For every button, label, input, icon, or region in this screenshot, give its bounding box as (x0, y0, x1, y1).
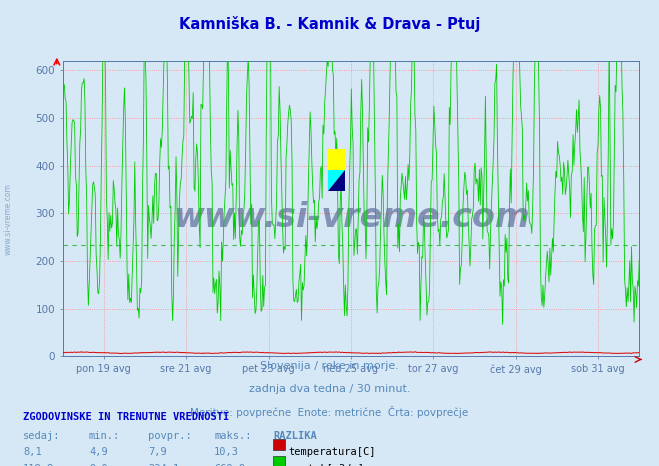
Text: sedaj:: sedaj: (23, 431, 61, 441)
Text: 118,8: 118,8 (23, 464, 54, 466)
Polygon shape (328, 170, 345, 191)
Text: 7,9: 7,9 (148, 447, 167, 457)
Polygon shape (328, 170, 345, 191)
Text: Kamniška B. - Kamnik & Drava - Ptuj: Kamniška B. - Kamnik & Drava - Ptuj (179, 16, 480, 32)
Text: 669,9: 669,9 (214, 464, 245, 466)
Text: temperatura[C]: temperatura[C] (289, 447, 376, 457)
Text: maks.:: maks.: (214, 431, 252, 441)
Text: 10,3: 10,3 (214, 447, 239, 457)
Text: 9,0: 9,0 (89, 464, 107, 466)
Text: www.si-vreme.com: www.si-vreme.com (173, 201, 529, 234)
Text: pretok[m3/s]: pretok[m3/s] (289, 464, 364, 466)
Text: Slovenija / reke in morje.: Slovenija / reke in morje. (260, 361, 399, 371)
Text: 8,1: 8,1 (23, 447, 42, 457)
Text: ZGODOVINSKE IN TRENUTNE VREDNOSTI: ZGODOVINSKE IN TRENUTNE VREDNOSTI (23, 412, 229, 422)
Text: RAZLIKA: RAZLIKA (273, 431, 317, 441)
Text: www.si-vreme.com: www.si-vreme.com (3, 183, 13, 255)
Text: min.:: min.: (89, 431, 120, 441)
Text: povpr.:: povpr.: (148, 431, 192, 441)
Text: 4,9: 4,9 (89, 447, 107, 457)
Text: 234,1: 234,1 (148, 464, 179, 466)
Text: zadnja dva tedna / 30 minut.: zadnja dva tedna / 30 minut. (248, 384, 411, 393)
Polygon shape (328, 149, 345, 170)
Text: Meritve: povprečne  Enote: metrične  Črta: povprečje: Meritve: povprečne Enote: metrične Črta:… (190, 406, 469, 418)
